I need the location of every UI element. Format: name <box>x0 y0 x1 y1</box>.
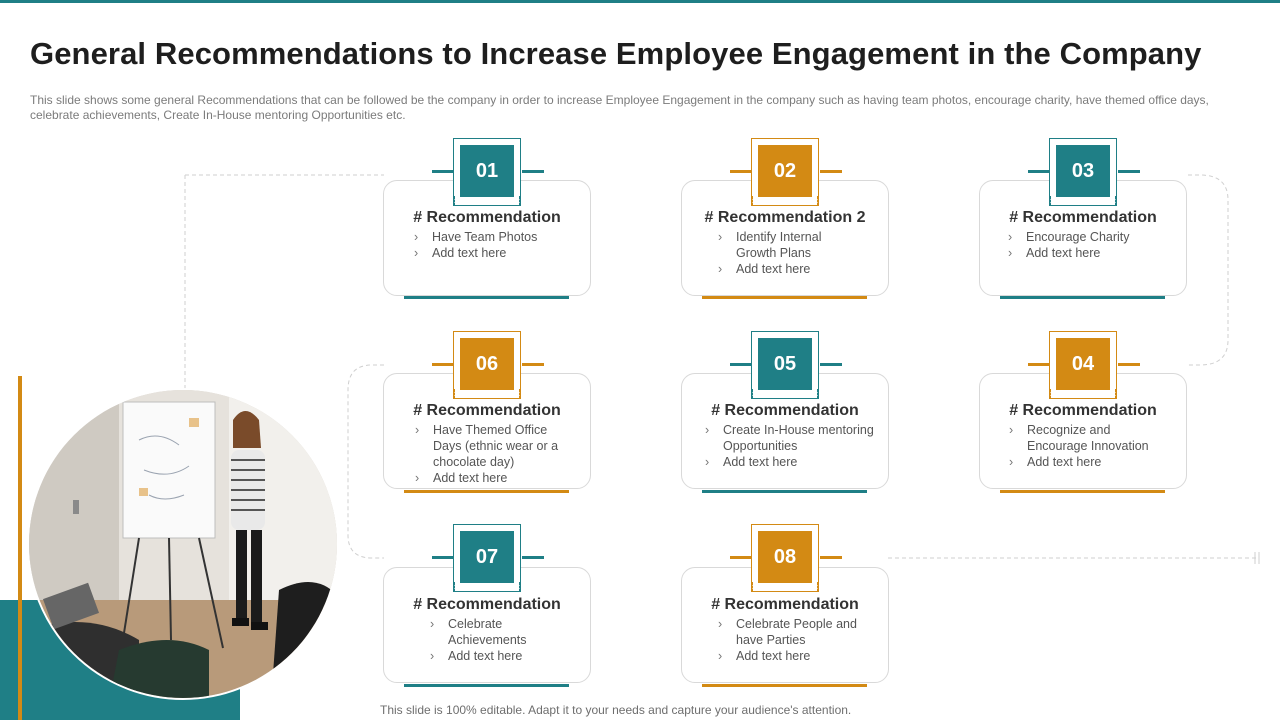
badge-dashed-outline <box>1050 389 1116 399</box>
step-number-badge: 05 <box>730 331 842 399</box>
list-item: Create In-House mentoring Opportunities <box>703 422 883 454</box>
card-title: # Recommendation <box>413 596 561 613</box>
badge-tick <box>432 363 454 366</box>
badge-tick <box>730 363 752 366</box>
gold-accent-bar <box>18 376 22 720</box>
recommendation-card-01: # Recommendation Have Team Photos Add te… <box>383 180 591 296</box>
card-items: Celebrate People and have Parties Add te… <box>716 616 866 664</box>
badge-tick <box>522 170 544 173</box>
list-item: Celebrate Achievements <box>428 616 568 648</box>
card-items: Recognize and Encourage Innovation Add t… <box>1007 422 1167 470</box>
card-title: # Recommendation <box>413 402 561 419</box>
top-accent-rule <box>0 0 1280 3</box>
step-number-badge: 07 <box>432 524 544 592</box>
badge-tick <box>432 556 454 559</box>
card-title: # Recommendation <box>711 402 859 419</box>
card-items: Create In-House mentoring Opportunities … <box>703 422 883 470</box>
card-items: Celebrate Achievements Add text here <box>428 616 568 664</box>
badge-tick <box>522 363 544 366</box>
list-item: Add text here <box>428 648 568 664</box>
step-number: 01 <box>460 145 514 197</box>
step-number: 07 <box>460 531 514 583</box>
step-number-badge: 03 <box>1028 138 1140 206</box>
badge-tick <box>432 170 454 173</box>
slide-title: General Recommendations to Increase Empl… <box>30 36 1202 71</box>
card-title: # Recommendation 2 <box>704 209 866 226</box>
step-number: 05 <box>758 338 812 390</box>
badge-tick <box>1118 363 1140 366</box>
step-number-badge: 01 <box>432 138 544 206</box>
card-underline <box>1000 296 1165 299</box>
badge-tick <box>820 363 842 366</box>
badge-tick <box>522 556 544 559</box>
badge-tick <box>820 556 842 559</box>
list-item: Add text here <box>1006 245 1130 261</box>
step-number: 08 <box>758 531 812 583</box>
card-underline <box>702 684 867 687</box>
card-items: Have Team Photos Add text here <box>412 229 537 261</box>
card-underline <box>404 684 569 687</box>
badge-tick <box>1118 170 1140 173</box>
slide-description: This slide shows some general Recommenda… <box>30 93 1209 122</box>
list-item: Identify Internal Growth Plans <box>716 229 856 261</box>
card-title: # Recommendation <box>1009 209 1157 226</box>
card-items: Encourage Charity Add text here <box>1006 229 1130 261</box>
card-title: # Recommendation <box>413 209 561 226</box>
card-title: # Recommendation <box>711 596 859 613</box>
badge-dashed-outline <box>752 196 818 206</box>
list-item: Have Themed Office Days (ethnic wear or … <box>413 422 573 470</box>
presentation-photo <box>27 388 339 700</box>
card-items: Have Themed Office Days (ethnic wear or … <box>413 422 573 486</box>
office-presentation-illustration <box>29 390 337 698</box>
badge-dashed-outline <box>1050 196 1116 206</box>
step-number: 03 <box>1056 145 1110 197</box>
badge-tick <box>730 170 752 173</box>
list-item: Encourage Charity <box>1006 229 1130 245</box>
badge-dashed-outline <box>454 196 520 206</box>
recommendation-card-06: # Recommendation Have Themed Office Days… <box>383 373 591 489</box>
card-items: Identify Internal Growth Plans Add text … <box>716 229 856 277</box>
list-item: Have Team Photos <box>412 229 537 245</box>
step-number-badge: 04 <box>1028 331 1140 399</box>
list-item: Add text here <box>1007 454 1167 470</box>
badge-tick <box>1028 170 1050 173</box>
badge-dashed-outline <box>454 582 520 592</box>
badge-dashed-outline <box>454 389 520 399</box>
badge-tick <box>820 170 842 173</box>
list-item: Recognize and Encourage Innovation <box>1007 422 1167 454</box>
recommendation-card-05: # Recommendation Create In-House mentori… <box>681 373 889 489</box>
list-item: Add text here <box>716 261 856 277</box>
step-number: 02 <box>758 145 812 197</box>
badge-tick <box>1028 363 1050 366</box>
step-number-badge: 08 <box>730 524 842 592</box>
card-underline <box>404 490 569 493</box>
step-number-badge: 02 <box>730 138 842 206</box>
badge-tick <box>730 556 752 559</box>
step-number: 04 <box>1056 338 1110 390</box>
card-underline <box>702 296 867 299</box>
list-item: Add text here <box>413 470 573 486</box>
card-title: # Recommendation <box>1009 402 1157 419</box>
list-item: Celebrate People and have Parties <box>716 616 866 648</box>
card-underline <box>702 490 867 493</box>
list-item: Add text here <box>716 648 866 664</box>
list-item: Add text here <box>412 245 537 261</box>
badge-dashed-outline <box>752 582 818 592</box>
card-underline <box>404 296 569 299</box>
slide-footer-note: This slide is 100% editable. Adapt it to… <box>380 703 852 717</box>
card-underline <box>1000 490 1165 493</box>
step-number-badge: 06 <box>432 331 544 399</box>
step-number: 06 <box>460 338 514 390</box>
list-item: Add text here <box>703 454 883 470</box>
badge-dashed-outline <box>752 389 818 399</box>
